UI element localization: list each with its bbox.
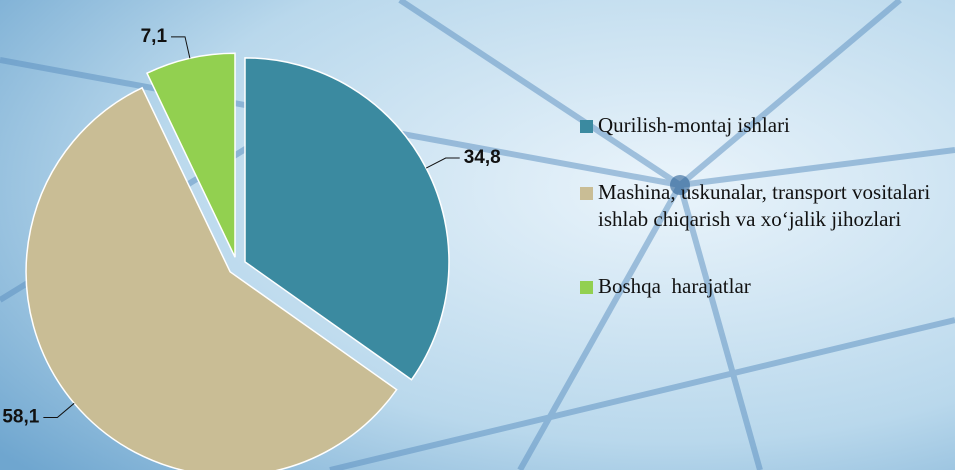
value-label: 58,1 bbox=[2, 407, 39, 428]
legend-item: Boshqa harajatlar bbox=[580, 273, 950, 300]
legend-swatch bbox=[580, 281, 593, 294]
value-label: 7,1 bbox=[141, 26, 168, 47]
legend-item: Qurilish-montaj ishlari bbox=[580, 112, 950, 139]
legend-label: Boshqa harajatlar bbox=[598, 274, 751, 298]
page: 34,8 58,1 7,1 Qurilish-montaj ishlari Mashi… bbox=[0, 0, 955, 470]
legend-label: Qurilish-montaj ishlari bbox=[598, 113, 790, 137]
legend: Qurilish-montaj ishlari Mashina, uskunala… bbox=[580, 112, 950, 340]
legend-swatch bbox=[580, 187, 593, 200]
legend-label: Mashina, uskunalar, transport vositalari… bbox=[598, 180, 935, 231]
legend-item: Mashina, uskunalar, transport vositalari… bbox=[580, 179, 950, 233]
legend-swatch bbox=[580, 120, 593, 133]
value-label: 34,8 bbox=[464, 147, 501, 168]
